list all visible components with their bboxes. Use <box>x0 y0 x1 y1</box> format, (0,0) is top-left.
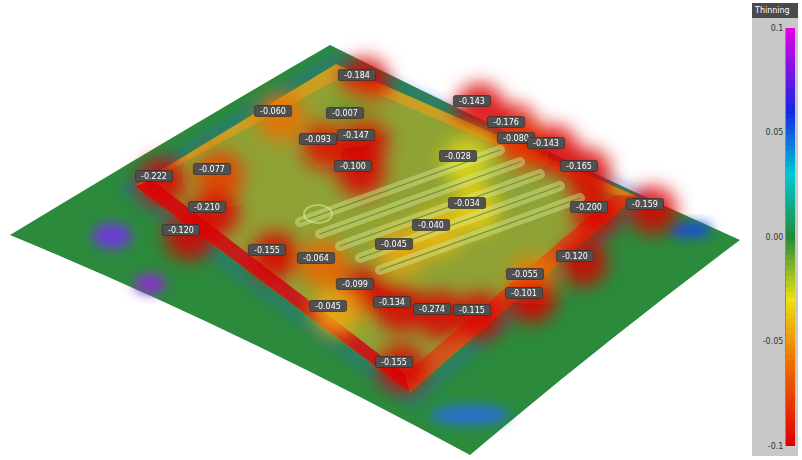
svg-text:-0.034: -0.034 <box>454 199 480 208</box>
svg-text:-0.100: -0.100 <box>340 162 366 171</box>
svg-text:-0.155: -0.155 <box>254 246 280 255</box>
svg-text:-0.045: -0.045 <box>315 302 341 311</box>
svg-text:-0.210: -0.210 <box>194 203 220 212</box>
svg-text:-0.05: -0.05 <box>763 337 784 346</box>
svg-text:-0.120: -0.120 <box>168 226 194 235</box>
svg-text:0.00: 0.00 <box>766 233 784 242</box>
svg-text:0.05: 0.05 <box>766 128 784 137</box>
svg-text:-0.143: -0.143 <box>459 97 485 106</box>
svg-text:-0.045: -0.045 <box>381 240 407 249</box>
svg-text:-0.184: -0.184 <box>344 71 370 80</box>
svg-text:-0.134: -0.134 <box>379 298 405 307</box>
svg-text:-0.099: -0.099 <box>342 280 368 289</box>
svg-text:-0.055: -0.055 <box>512 270 538 279</box>
svg-text:-0.147: -0.147 <box>343 131 369 140</box>
svg-text:-0.115: -0.115 <box>459 306 485 315</box>
svg-text:-0.060: -0.060 <box>260 107 286 116</box>
svg-text:-0.007: -0.007 <box>332 109 358 118</box>
svg-text:-0.200: -0.200 <box>576 203 602 212</box>
svg-text:-0.120: -0.120 <box>562 252 588 261</box>
svg-text:-0.159: -0.159 <box>632 200 658 209</box>
svg-text:-0.143: -0.143 <box>533 139 559 148</box>
svg-text:-0.176: -0.176 <box>493 118 519 127</box>
svg-text:-0.093: -0.093 <box>305 135 331 144</box>
svg-text:0.1: 0.1 <box>771 24 784 33</box>
svg-text:-0.1: -0.1 <box>768 442 784 451</box>
svg-text:-0.077: -0.077 <box>199 165 225 174</box>
svg-text:-0.064: -0.064 <box>303 254 329 263</box>
svg-text:-0.222: -0.222 <box>141 172 167 181</box>
svg-text:-0.028: -0.028 <box>445 152 471 161</box>
svg-text:-0.101: -0.101 <box>511 289 537 298</box>
html-text:Thinning: Thinning <box>755 6 790 15</box>
svg-text:-0.274: -0.274 <box>419 305 445 314</box>
svg-text:-0.080: -0.080 <box>503 134 529 143</box>
svg-text:-0.165: -0.165 <box>566 162 592 171</box>
svg-text:-0.155: -0.155 <box>381 358 407 367</box>
svg-text:-0.040: -0.040 <box>418 221 444 230</box>
